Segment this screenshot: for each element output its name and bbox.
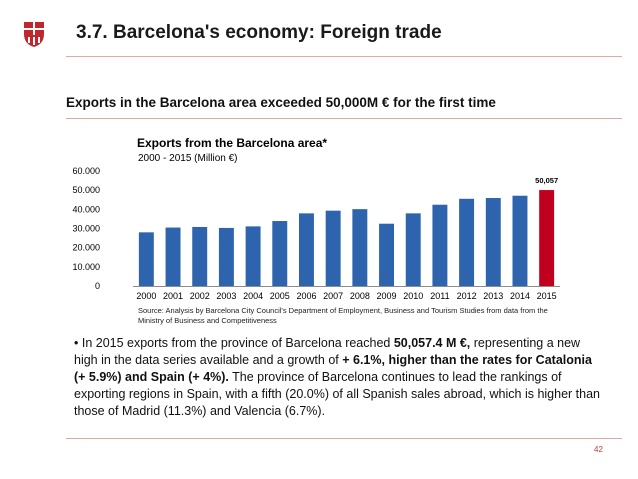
bar bbox=[325, 210, 341, 286]
headline-divider bbox=[66, 118, 622, 119]
y-tick-label: 30.000 bbox=[72, 224, 100, 234]
x-tick-label: 2012 bbox=[457, 291, 477, 301]
y-tick-label: 20.000 bbox=[72, 243, 100, 253]
bullet-bold-2: + 6.1%, higher than the rates for Catalo… bbox=[74, 353, 592, 384]
bar bbox=[298, 213, 314, 286]
x-tick-label: 2004 bbox=[243, 291, 263, 301]
bar bbox=[512, 195, 528, 286]
bullet-part-3: The province of Barcelona continues to l… bbox=[74, 370, 600, 418]
bar bbox=[459, 198, 475, 286]
x-tick-label: 2006 bbox=[296, 291, 316, 301]
y-tick-label: 50.000 bbox=[72, 185, 100, 195]
bullet-text: • In 2015 exports from the province of B… bbox=[74, 335, 604, 420]
x-tick-label: 2015 bbox=[537, 291, 557, 301]
source-note: Source: Analysis by Barcelona City Counc… bbox=[138, 306, 548, 325]
x-tick-label: 2013 bbox=[483, 291, 503, 301]
bar bbox=[379, 223, 395, 286]
bar bbox=[405, 213, 421, 286]
x-tick-label: 2001 bbox=[163, 291, 183, 301]
x-tick-label: 2014 bbox=[510, 291, 530, 301]
bar bbox=[352, 209, 368, 286]
x-tick-label: 2007 bbox=[323, 291, 343, 301]
chart-subtitle: 2000 - 2015 (Million €) bbox=[138, 153, 238, 164]
x-tick-label: 2005 bbox=[270, 291, 290, 301]
bar bbox=[432, 204, 448, 286]
x-tick-label: 2003 bbox=[216, 291, 236, 301]
y-tick-label: 60.000 bbox=[72, 166, 100, 176]
bullet-part-2: representing a new high in the data seri… bbox=[74, 336, 581, 367]
headline: Exports in the Barcelona area exceeded 5… bbox=[66, 95, 496, 110]
y-tick-label: 10.000 bbox=[72, 262, 100, 272]
bar bbox=[218, 227, 234, 286]
header-divider bbox=[66, 56, 622, 57]
footer-divider bbox=[66, 438, 622, 439]
bar bbox=[138, 232, 154, 286]
x-tick-label: 2008 bbox=[350, 291, 370, 301]
y-tick-label: 40.000 bbox=[72, 204, 100, 214]
bar bbox=[485, 198, 501, 286]
bar bbox=[192, 226, 208, 286]
bar bbox=[165, 227, 181, 286]
bar-highlight bbox=[539, 190, 555, 286]
bar bbox=[272, 221, 288, 286]
slide-title: 3.7. Barcelona's economy: Foreign trade bbox=[76, 22, 442, 43]
x-tick-label: 2010 bbox=[403, 291, 423, 301]
y-tick-label: 0 bbox=[95, 281, 100, 291]
bullet-bold-1: 50,057.4 M €, bbox=[393, 336, 471, 350]
x-tick-label: 2009 bbox=[377, 291, 397, 301]
bullet-part-1: • In 2015 exports from the province of B… bbox=[74, 336, 394, 350]
x-tick-label: 2000 bbox=[136, 291, 156, 301]
bar bbox=[245, 226, 261, 286]
page-number: 42 bbox=[594, 445, 603, 454]
data-label: 50,057 bbox=[535, 176, 558, 185]
chart-title: Exports from the Barcelona area* bbox=[137, 136, 328, 150]
barcelona-shield-icon bbox=[24, 22, 44, 47]
x-tick-label: 2002 bbox=[190, 291, 210, 301]
x-tick-label: 2011 bbox=[430, 291, 449, 301]
